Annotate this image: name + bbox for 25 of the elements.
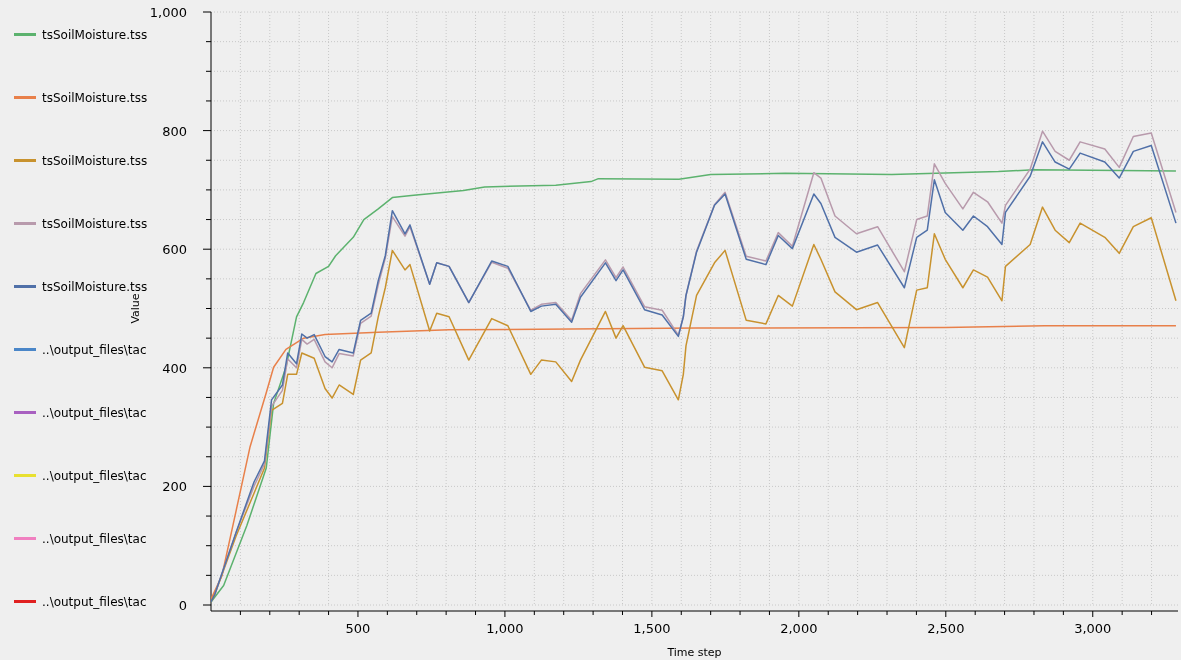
legend-label: tsSoilMoisture.tss (42, 91, 148, 105)
x-tick-label: 1,500 (633, 621, 671, 636)
y-tick-label: 200 (162, 479, 187, 495)
legend-label: ..\output_files\tac (42, 343, 147, 357)
legend-label: ..\output_files\tac (42, 595, 147, 609)
legend-label: tsSoilMoisture.tss (42, 217, 148, 231)
y-tick-label: 800 (162, 123, 187, 139)
x-tick-label: 500 (345, 621, 371, 636)
y-tick-label: 400 (162, 360, 187, 376)
y-tick-label: 600 (162, 242, 187, 258)
legend-label: tsSoilMoisture.tss (42, 28, 148, 42)
x-tick-label: 1,000 (486, 621, 524, 636)
legend-label: tsSoilMoisture.tss (42, 154, 148, 168)
y-tick-label: 1,000 (149, 5, 187, 20)
legend-label: tsSoilMoisture.tss (42, 280, 148, 294)
x-tick-label: 2,000 (780, 621, 818, 636)
legend-label: ..\output_files\tac (42, 469, 147, 483)
y-axis-title: Value (129, 293, 142, 324)
line-series (211, 324, 1177, 600)
legend-label: ..\output_files\tac (42, 406, 147, 420)
x-axis-title: Time step (666, 646, 722, 659)
x-tick-label: 2,500 (927, 621, 965, 636)
legend-label: ..\output_files\tac (42, 532, 147, 546)
y-tick-label: 0 (178, 598, 187, 613)
x-tick-label: 3,000 (1074, 621, 1112, 636)
